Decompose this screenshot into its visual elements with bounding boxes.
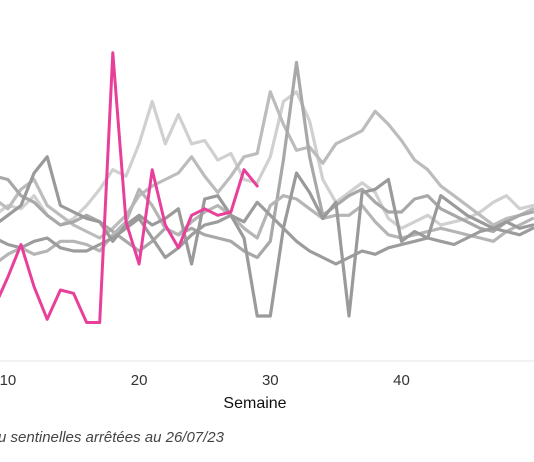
series-line-1 [0, 90, 534, 230]
x-tick-label: 30 [262, 372, 279, 389]
x-tick-label: 10 [0, 372, 16, 389]
series-line-6 [0, 155, 534, 318]
series-layer [0, 51, 534, 324]
series-line-highlight [0, 51, 259, 324]
x-tick-layer: 10 20 30 40 [0, 372, 410, 389]
series-line-2 [0, 90, 534, 240]
chart-caption: u sentinelles arrêtées au 26/07/23 [0, 429, 225, 446]
x-axis-title: Semaine [223, 395, 286, 412]
series-line-4 [0, 187, 534, 263]
x-tick-label: 40 [393, 372, 410, 389]
x-tick-label: 20 [131, 372, 148, 389]
series-line-5 [0, 200, 534, 266]
